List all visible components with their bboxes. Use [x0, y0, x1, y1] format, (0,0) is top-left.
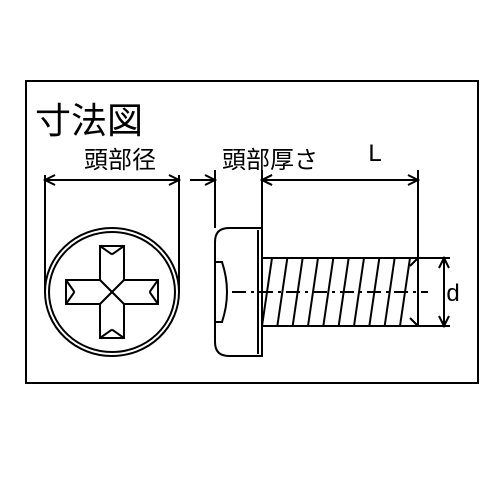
diagram-svg: [0, 0, 500, 500]
